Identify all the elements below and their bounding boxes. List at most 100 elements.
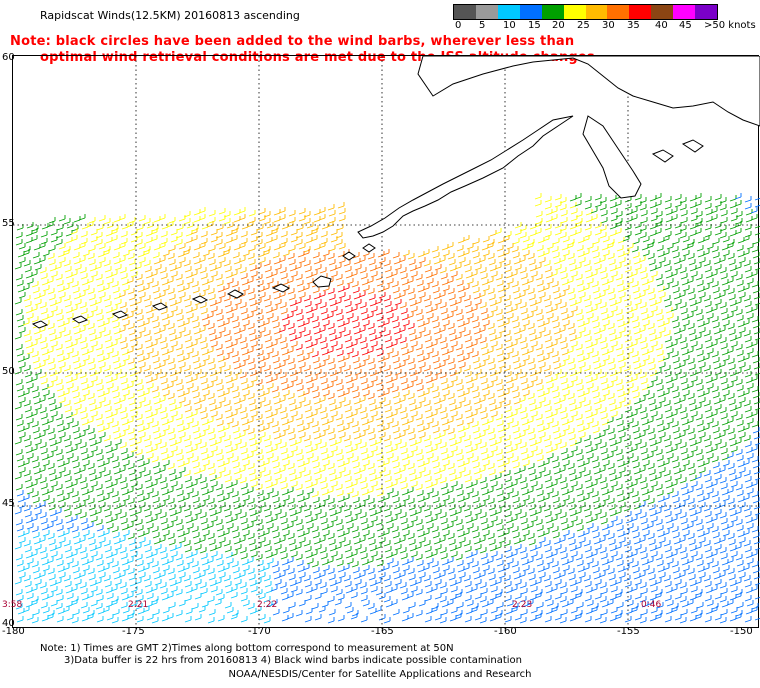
wind-barb	[272, 357, 280, 364]
wind-barb	[569, 510, 577, 517]
wind-barb	[575, 379, 583, 386]
wind-barb	[528, 434, 536, 441]
wind-barb	[337, 461, 345, 468]
wind-barb	[129, 335, 137, 342]
wind-barb	[321, 559, 329, 566]
wind-barb	[120, 273, 128, 280]
wind-barb	[537, 426, 545, 433]
wind-barb	[593, 293, 601, 300]
wind-barb	[16, 455, 24, 462]
wind-barb	[273, 216, 281, 223]
wind-barb	[630, 410, 638, 417]
wind-barb	[49, 265, 57, 272]
wind-barb	[486, 557, 494, 564]
wind-barb	[337, 202, 345, 209]
wind-barb	[422, 284, 430, 291]
wind-barb	[559, 407, 567, 414]
wind-barb	[194, 369, 202, 376]
wind-barb	[425, 517, 433, 524]
wind-barb	[64, 406, 72, 413]
wind-barb	[278, 256, 286, 263]
wind-barb	[392, 462, 400, 469]
wind-barb	[647, 253, 655, 260]
wind-barb	[514, 222, 522, 229]
wind-barb	[153, 398, 161, 405]
wind-barb	[143, 400, 151, 407]
wind-barb	[470, 340, 478, 347]
wind-barb	[697, 251, 705, 258]
wind-barb	[175, 519, 183, 526]
wind-barb	[223, 295, 231, 302]
wind-barb	[610, 376, 618, 383]
wind-barb	[472, 287, 480, 294]
wind-barb	[527, 358, 535, 365]
wind-barb	[174, 298, 182, 305]
wind-barb	[512, 427, 520, 434]
wind-barb	[166, 417, 174, 424]
wind-barb	[561, 314, 569, 321]
wind-barb	[558, 431, 566, 438]
wind-barb	[712, 322, 720, 329]
wind-barb	[502, 564, 510, 571]
wind-barb	[734, 298, 742, 305]
wind-barb	[369, 510, 377, 517]
wind-barb	[15, 554, 23, 561]
wind-barb	[56, 385, 64, 392]
wind-barb	[526, 417, 534, 424]
wind-barb	[330, 411, 338, 418]
wind-barb	[424, 406, 432, 413]
wind-barb	[383, 435, 391, 442]
wind-barb	[73, 258, 81, 265]
wind-barb	[654, 403, 662, 410]
wind-barb	[506, 558, 514, 565]
wind-barb	[558, 361, 566, 368]
wind-barb	[722, 355, 730, 362]
colorbar-label: 20	[552, 20, 565, 31]
wind-barb	[577, 496, 585, 503]
wind-barb	[161, 454, 169, 461]
wind-barb	[118, 571, 126, 578]
wind-barb	[248, 329, 256, 336]
wind-barb	[207, 323, 215, 330]
wind-barb	[224, 371, 232, 378]
wind-barb	[614, 298, 622, 305]
wind-barb	[594, 264, 602, 271]
wind-barb	[310, 480, 318, 487]
wind-barb	[465, 377, 473, 384]
wind-barb	[418, 327, 426, 334]
wind-barb	[639, 337, 647, 344]
wind-barb	[222, 249, 230, 256]
wind-barb	[400, 518, 408, 525]
wind-barb	[418, 432, 426, 439]
wind-barb	[624, 441, 632, 448]
wind-barb	[294, 543, 302, 550]
wind-barb	[48, 469, 56, 476]
wind-barb	[297, 391, 305, 398]
wind-barb	[578, 467, 586, 474]
wind-barb	[248, 574, 256, 581]
wind-barb	[351, 491, 359, 498]
wind-barb	[169, 335, 177, 342]
wind-barb	[152, 427, 160, 434]
wind-barb	[137, 566, 145, 573]
wind-barb	[15, 519, 23, 526]
wind-barb	[751, 351, 759, 358]
wind-barb	[31, 421, 39, 428]
wind-barb	[519, 547, 527, 554]
wind-barb	[432, 497, 440, 504]
wind-barb	[15, 484, 23, 491]
wind-barb	[215, 309, 223, 316]
wind-barb	[65, 412, 73, 419]
wind-barb	[289, 475, 297, 482]
wind-barb	[95, 379, 103, 386]
wind-barb	[234, 439, 242, 446]
wind-barb	[210, 376, 218, 383]
wind-barb	[609, 440, 617, 447]
wind-barb	[647, 393, 655, 400]
wind-barb	[320, 483, 328, 490]
wind-barb	[238, 466, 246, 473]
wind-barb	[23, 400, 31, 407]
wind-barb	[190, 550, 198, 557]
wind-barb	[370, 446, 378, 453]
wind-barb	[506, 313, 514, 320]
